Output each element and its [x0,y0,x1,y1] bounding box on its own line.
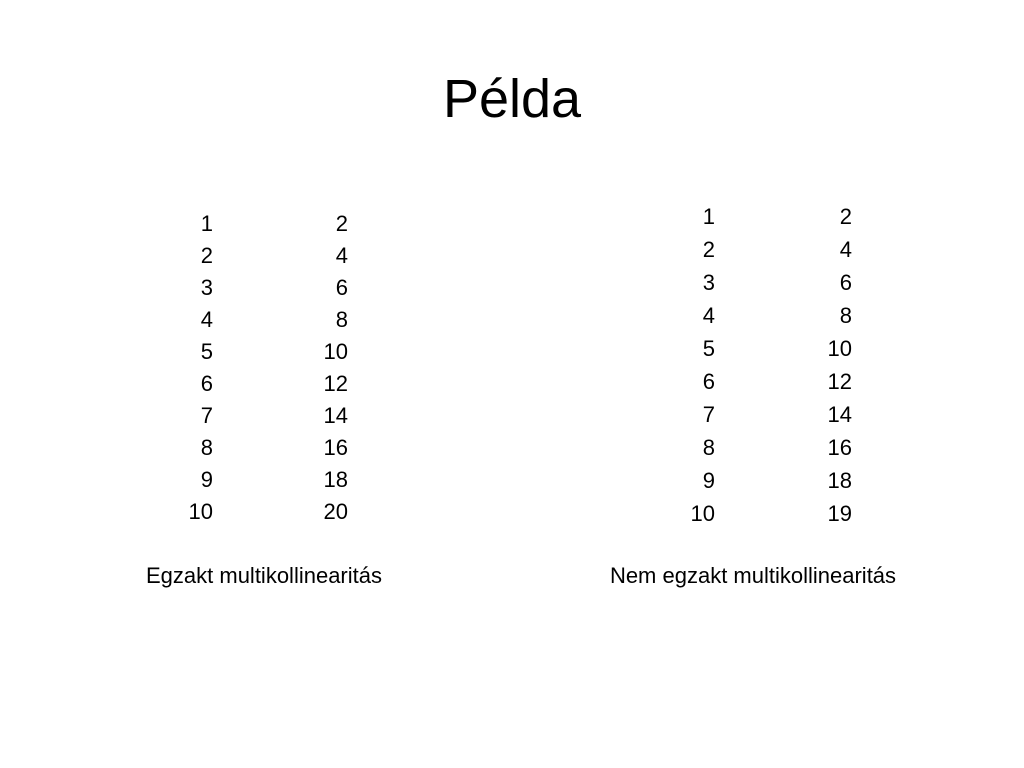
table-cell: 12 [827,369,852,394]
table-cell: 4 [839,237,852,262]
table-cell: 18 [827,468,852,493]
table-cell: 1 [702,204,715,229]
table-cell: 16 [323,435,348,460]
table-cell: 6 [702,369,715,394]
table-cell: 6 [335,275,348,300]
table-cell: 9 [200,467,213,492]
table-cell: 9 [702,468,715,493]
table-cell: 8 [702,435,715,460]
slide-title: Példa [442,69,582,129]
table-cell: 14 [323,403,348,428]
table-cell: 10 [827,336,852,361]
table-cell: 10 [188,499,213,524]
table-cell: 7 [702,402,715,427]
table-cell: 2 [335,211,348,236]
table-cell: 4 [200,307,213,332]
table-cell: 5 [702,336,715,361]
table-cell: 18 [323,467,348,492]
table-cell: 8 [200,435,213,460]
table-cell: 4 [335,243,348,268]
table-cell: 14 [827,402,852,427]
table-cell: 10 [323,339,348,364]
table-cell: 3 [200,275,213,300]
table-cell: 2 [200,243,213,268]
table-cell: 10 [690,501,715,526]
table-cell: 20 [323,499,348,524]
table-cell: 8 [335,307,348,332]
table-cell: 8 [839,303,852,328]
table-cell: 6 [839,270,852,295]
table-cell: 2 [839,204,852,229]
table-cell: 1 [200,211,213,236]
right-caption: Nem egzakt multikollinearitás [609,563,897,588]
table-cell: 12 [323,371,348,396]
table-cell: 3 [702,270,715,295]
table-cell: 4 [702,303,715,328]
table-cell: 16 [827,435,852,460]
table-cell: 6 [200,371,213,396]
table-cell: 7 [200,403,213,428]
table-cell: 19 [827,501,852,526]
table-cell: 2 [702,237,715,262]
table-cell: 5 [200,339,213,364]
left-caption: Egzakt multikollinearitás [146,563,382,588]
